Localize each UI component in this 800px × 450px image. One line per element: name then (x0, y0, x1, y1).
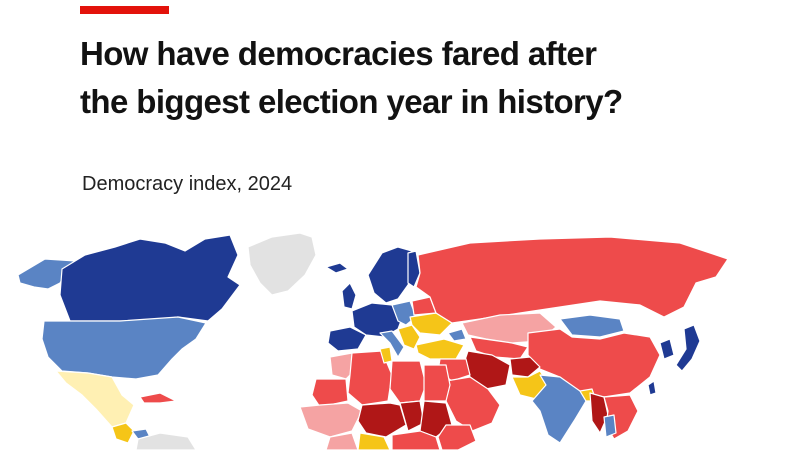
page-title: How have democracies fared after the big… (80, 30, 760, 126)
region-china (527, 328, 661, 398)
accent-bar (80, 6, 169, 14)
world-map (17, 232, 729, 450)
region-mongolia (559, 314, 625, 338)
region-mexico (55, 370, 135, 428)
region-russia (415, 236, 729, 324)
region-turkey (415, 338, 465, 360)
region-greenland (247, 232, 317, 296)
chart-subtitle: Democracy index, 2024 (82, 173, 293, 195)
region-myanmar (589, 392, 609, 434)
region-west-africa (299, 402, 363, 438)
region-sahel (357, 402, 407, 438)
region-thailand (603, 414, 617, 438)
region-united-states (41, 316, 207, 380)
region-spain (327, 326, 367, 352)
region-iceland (325, 262, 349, 274)
region-italy (379, 330, 405, 358)
region-korea (659, 338, 675, 360)
region-south-america (135, 432, 197, 450)
region-japan (675, 324, 701, 372)
region-egypt (423, 364, 451, 402)
region-nigeria (357, 432, 391, 450)
page-title-line-2: the biggest election year in history? (80, 83, 623, 120)
region-central-america (111, 422, 135, 444)
region-cuba (139, 392, 177, 404)
region-ethiopia (437, 424, 477, 450)
region-balkans (397, 324, 421, 350)
region-finland (407, 250, 421, 288)
region-caucasus (447, 328, 467, 342)
region-uk (341, 282, 357, 310)
page-title-line-1: How have democracies fared after (80, 35, 597, 72)
region-central-africa (391, 430, 441, 450)
region-india (531, 374, 587, 444)
region-saudi-arabia (445, 376, 501, 432)
region-alaska (17, 258, 77, 290)
region-guinea-coast (325, 432, 359, 450)
region-canada (59, 234, 241, 322)
region-afghanistan (509, 356, 541, 378)
region-taiwan (647, 380, 657, 396)
region-libya (389, 360, 427, 404)
